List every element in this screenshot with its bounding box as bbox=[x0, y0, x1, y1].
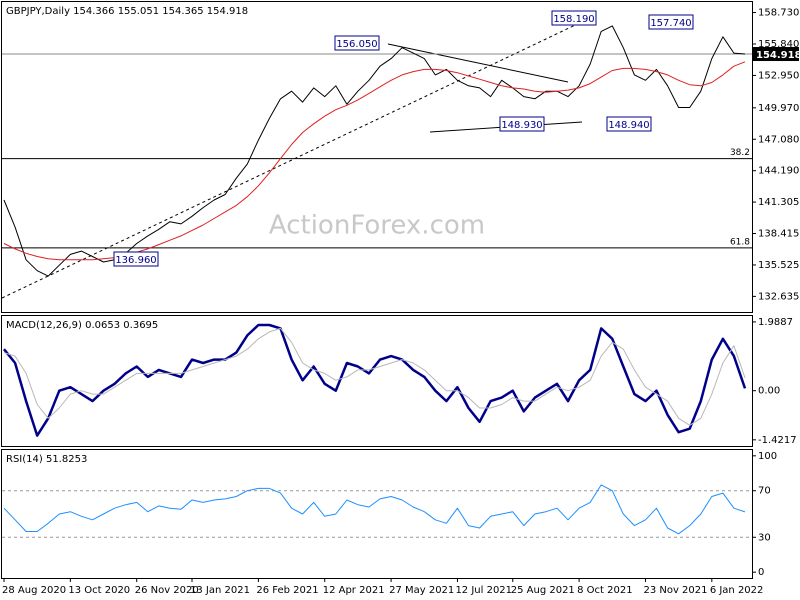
series-line bbox=[3, 327, 746, 426]
x-tick-label: 26 Feb 2021 bbox=[256, 585, 318, 596]
y-tick-label: 144.190 bbox=[758, 166, 799, 177]
y-tick-label: 152.950 bbox=[758, 70, 799, 81]
series-line bbox=[3, 484, 746, 535]
annotation-box bbox=[499, 116, 545, 132]
annotation-box bbox=[334, 35, 380, 51]
annotation-label: 158.190 bbox=[553, 14, 594, 25]
panel-title: MACD(12,26,9) 0.0653 0.3695 bbox=[6, 320, 158, 331]
x-tick-label: 12 Apr 2021 bbox=[323, 585, 385, 596]
x-tick-label: 26 Nov 2020 bbox=[135, 585, 199, 596]
y-tick-label: 147.080 bbox=[758, 134, 799, 145]
y-tick-label: 1.9887 bbox=[758, 317, 793, 328]
y-tick-label: 100 bbox=[758, 451, 777, 462]
y-tick-label: 70 bbox=[758, 486, 771, 497]
x-tick-label: 12 Jul 2021 bbox=[455, 585, 512, 596]
y-tick-label: 138.415 bbox=[758, 229, 799, 240]
x-tick-label: 6 Jan 2022 bbox=[710, 585, 764, 596]
y-tick-label: 135.525 bbox=[758, 260, 799, 271]
y-tick-label: 132.635 bbox=[758, 291, 799, 302]
fib-label: 61.8 bbox=[730, 237, 750, 247]
y-tick-label: 141.305 bbox=[758, 197, 799, 208]
annotation-box bbox=[551, 10, 597, 26]
y-tick-label: 0 bbox=[758, 567, 764, 578]
triangle-upper bbox=[387, 43, 569, 83]
x-tick-label: 28 Aug 2020 bbox=[2, 585, 66, 596]
price-label: 154.918 bbox=[756, 50, 800, 61]
y-tick-label: 158.730 bbox=[758, 8, 799, 19]
annotation-label: 148.930 bbox=[501, 120, 542, 131]
panel-title: GBPJPY,Daily 154.366 155.051 154.365 154… bbox=[6, 6, 248, 17]
rsi-panel bbox=[1, 449, 753, 579]
y-tick-label: 0.00 bbox=[758, 386, 780, 397]
trend-line bbox=[1, 17, 591, 299]
annotation-label: 156.050 bbox=[336, 39, 377, 50]
annotation-box bbox=[648, 14, 694, 30]
price-box bbox=[753, 47, 799, 62]
x-tick-label: 23 Nov 2021 bbox=[643, 585, 707, 596]
annotation-box bbox=[113, 251, 159, 267]
y-tick-label: -1.4217 bbox=[758, 435, 797, 446]
panel-title: RSI(14) 51.8253 bbox=[6, 454, 87, 465]
annotation-box bbox=[606, 116, 652, 132]
annotation-label: 157.740 bbox=[650, 18, 691, 29]
macd-panel bbox=[1, 315, 753, 447]
y-tick-label: 149.970 bbox=[758, 103, 799, 114]
x-tick-label: 13 Oct 2020 bbox=[68, 585, 130, 596]
x-tick-label: 13 Jan 2021 bbox=[190, 585, 250, 596]
x-tick-label: 25 Aug 2021 bbox=[511, 585, 575, 596]
watermark: ActionForex.com bbox=[269, 211, 485, 241]
series-line bbox=[3, 323, 747, 437]
annotation-label: 136.960 bbox=[115, 255, 156, 266]
x-tick-label: 27 May 2021 bbox=[389, 585, 454, 596]
fib-label: 38.2 bbox=[730, 148, 750, 158]
x-tick-label: 8 Oct 2021 bbox=[577, 585, 632, 596]
y-tick-label: 30 bbox=[758, 532, 771, 543]
price-panel bbox=[1, 1, 753, 313]
y-tick-label: 155.840 bbox=[758, 39, 799, 50]
annotation-label: 148.940 bbox=[608, 120, 649, 131]
